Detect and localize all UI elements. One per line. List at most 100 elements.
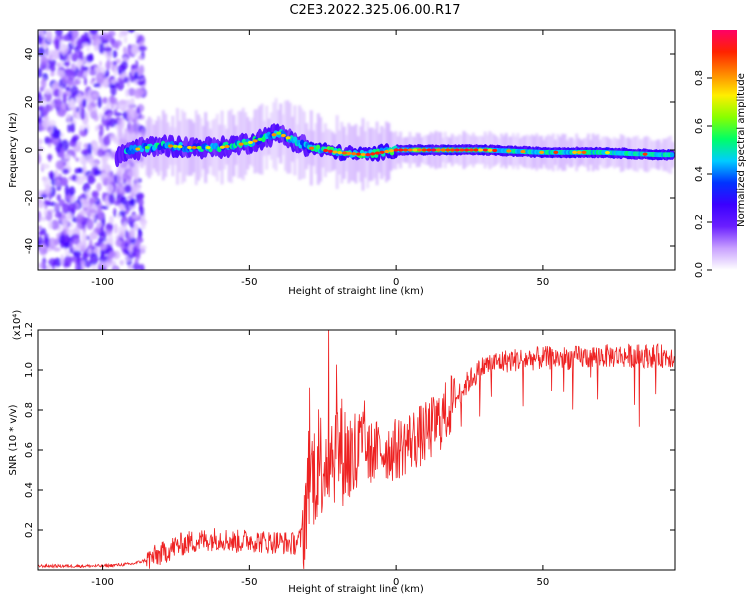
heatmap-peak [186,145,192,150]
heatmap-peak [365,153,371,157]
heatmap-peak [440,148,446,152]
snr-plot-area [38,330,675,570]
snr-x-label: Height of straight line (km) [288,584,424,595]
colorbar-ticks: 0.0 0.2 0.4 0.6 0.8 [694,70,712,278]
heatmap-speckle [70,197,75,203]
heatmap-speckle [106,98,110,110]
heatmap-peak [191,146,197,150]
heatmap-speckle [127,264,135,270]
snr-y-tick-label: 0.4 [24,482,35,498]
heatmap-peak [271,133,277,137]
spectrogram-x-tick-label: 0 [393,277,399,288]
heatmap-speckle [77,262,82,270]
heatmap-speckle [93,83,101,88]
heatmap-speckle [137,55,143,61]
heatmap-speckle [67,123,72,133]
heatmap-speckle [63,61,70,66]
heatmap-speckle [85,95,90,102]
heatmap-speckle [75,175,85,185]
heatmap-speckle [103,47,113,52]
heatmap-speckle [113,137,118,144]
heatmap-speckle [58,234,66,245]
heatmap-speckle [122,111,127,120]
figure-title: C2E3.2022.325.06.00.R17 [289,3,460,18]
heatmap-speckle [119,259,125,266]
snr-y-tick-label: 0.8 [24,402,35,418]
heatmap-speckle [108,117,117,128]
heatmap-speckle [38,231,44,236]
heatmap-speckle [93,115,99,122]
heatmap-speckle [123,46,127,55]
heatmap-speckle [120,196,127,205]
heatmap-speckle [47,138,54,144]
heatmap-peak [454,148,460,152]
heatmap-peak [172,144,178,148]
heatmap-speckle [94,169,102,176]
heatmap-speckle [38,138,43,145]
heatmap-speckle [110,260,117,267]
heatmap-speckle [67,229,76,236]
heatmap-peak [539,150,545,154]
heatmap-speckle [84,36,91,43]
heatmap-speckle [104,260,111,268]
heatmap-peak [604,151,610,155]
heatmap-peak [581,150,587,154]
heatmap-speckle [48,220,53,230]
heatmap-speckle [134,257,139,265]
heatmap-speckle [118,103,125,110]
heatmap-speckle [106,222,114,231]
snr-y-label: SNR (10 * v/v) [8,404,19,475]
heatmap-peak [478,148,484,152]
heatmap-speckle [68,202,77,215]
heatmap-speckle [102,135,111,146]
spectrogram-x-label: Height of straight line (km) [288,286,424,297]
heatmap-peak [393,148,399,152]
heatmap-speckle [57,97,62,109]
heatmap-peak [248,140,254,145]
snr-x-tick-label: 0 [393,577,399,588]
heatmap-speckle [138,198,144,207]
heatmap-speckle [81,42,89,47]
snr-trace [38,330,675,570]
heatmap-speckle [46,264,52,270]
heatmap-speckle [45,46,49,57]
heatmap-speckle [60,254,64,266]
heatmap-speckle [38,152,41,164]
heatmap-speckle [69,37,75,42]
heatmap-peak [431,148,437,152]
heatmap-speckle [108,215,114,225]
heatmap-speckle [118,32,124,39]
spectrogram-y-tick-label: -40 [24,238,35,254]
heatmap-speckle [125,208,130,215]
heatmap-speckle [80,149,90,156]
heatmap-speckle [71,174,77,181]
spectrogram-panel: -100 -50 0 50 -40 -20 0 20 40 Height of straigh… [8,29,676,297]
heatmap-speckle [38,225,43,231]
snr-y-tick-label: 1.2 [24,322,35,338]
spectrogram-y-tick-label: 0 [24,147,35,153]
heatmap-speckle [62,217,70,228]
heatmap-speckle [76,71,82,78]
heatmap-speckle [108,193,115,205]
heatmap-speckle [54,212,60,218]
heatmap-speckle [113,207,117,218]
heatmap-speckle [42,96,46,106]
heatmap-speckle [56,62,62,68]
heatmap-speckle [137,45,147,52]
heatmap-speckle [137,227,142,234]
heatmap-speckle [56,194,61,202]
heatmap-speckle [85,54,94,63]
heatmap-speckle [95,125,99,132]
heatmap-peak [309,146,315,150]
heatmap-speckle [88,238,93,251]
heatmap-speckle [83,260,93,268]
heatmap-speckle [137,80,146,86]
heatmap-speckle [61,103,67,110]
heatmap-speckle [113,66,118,77]
heatmap-peak [576,150,582,154]
snr-y-tick-label: 0.6 [24,442,35,458]
heatmap-speckle [43,209,48,216]
heatmap-speckle [125,88,129,98]
heatmap-speckle [90,162,99,168]
heatmap-peak [337,150,343,155]
